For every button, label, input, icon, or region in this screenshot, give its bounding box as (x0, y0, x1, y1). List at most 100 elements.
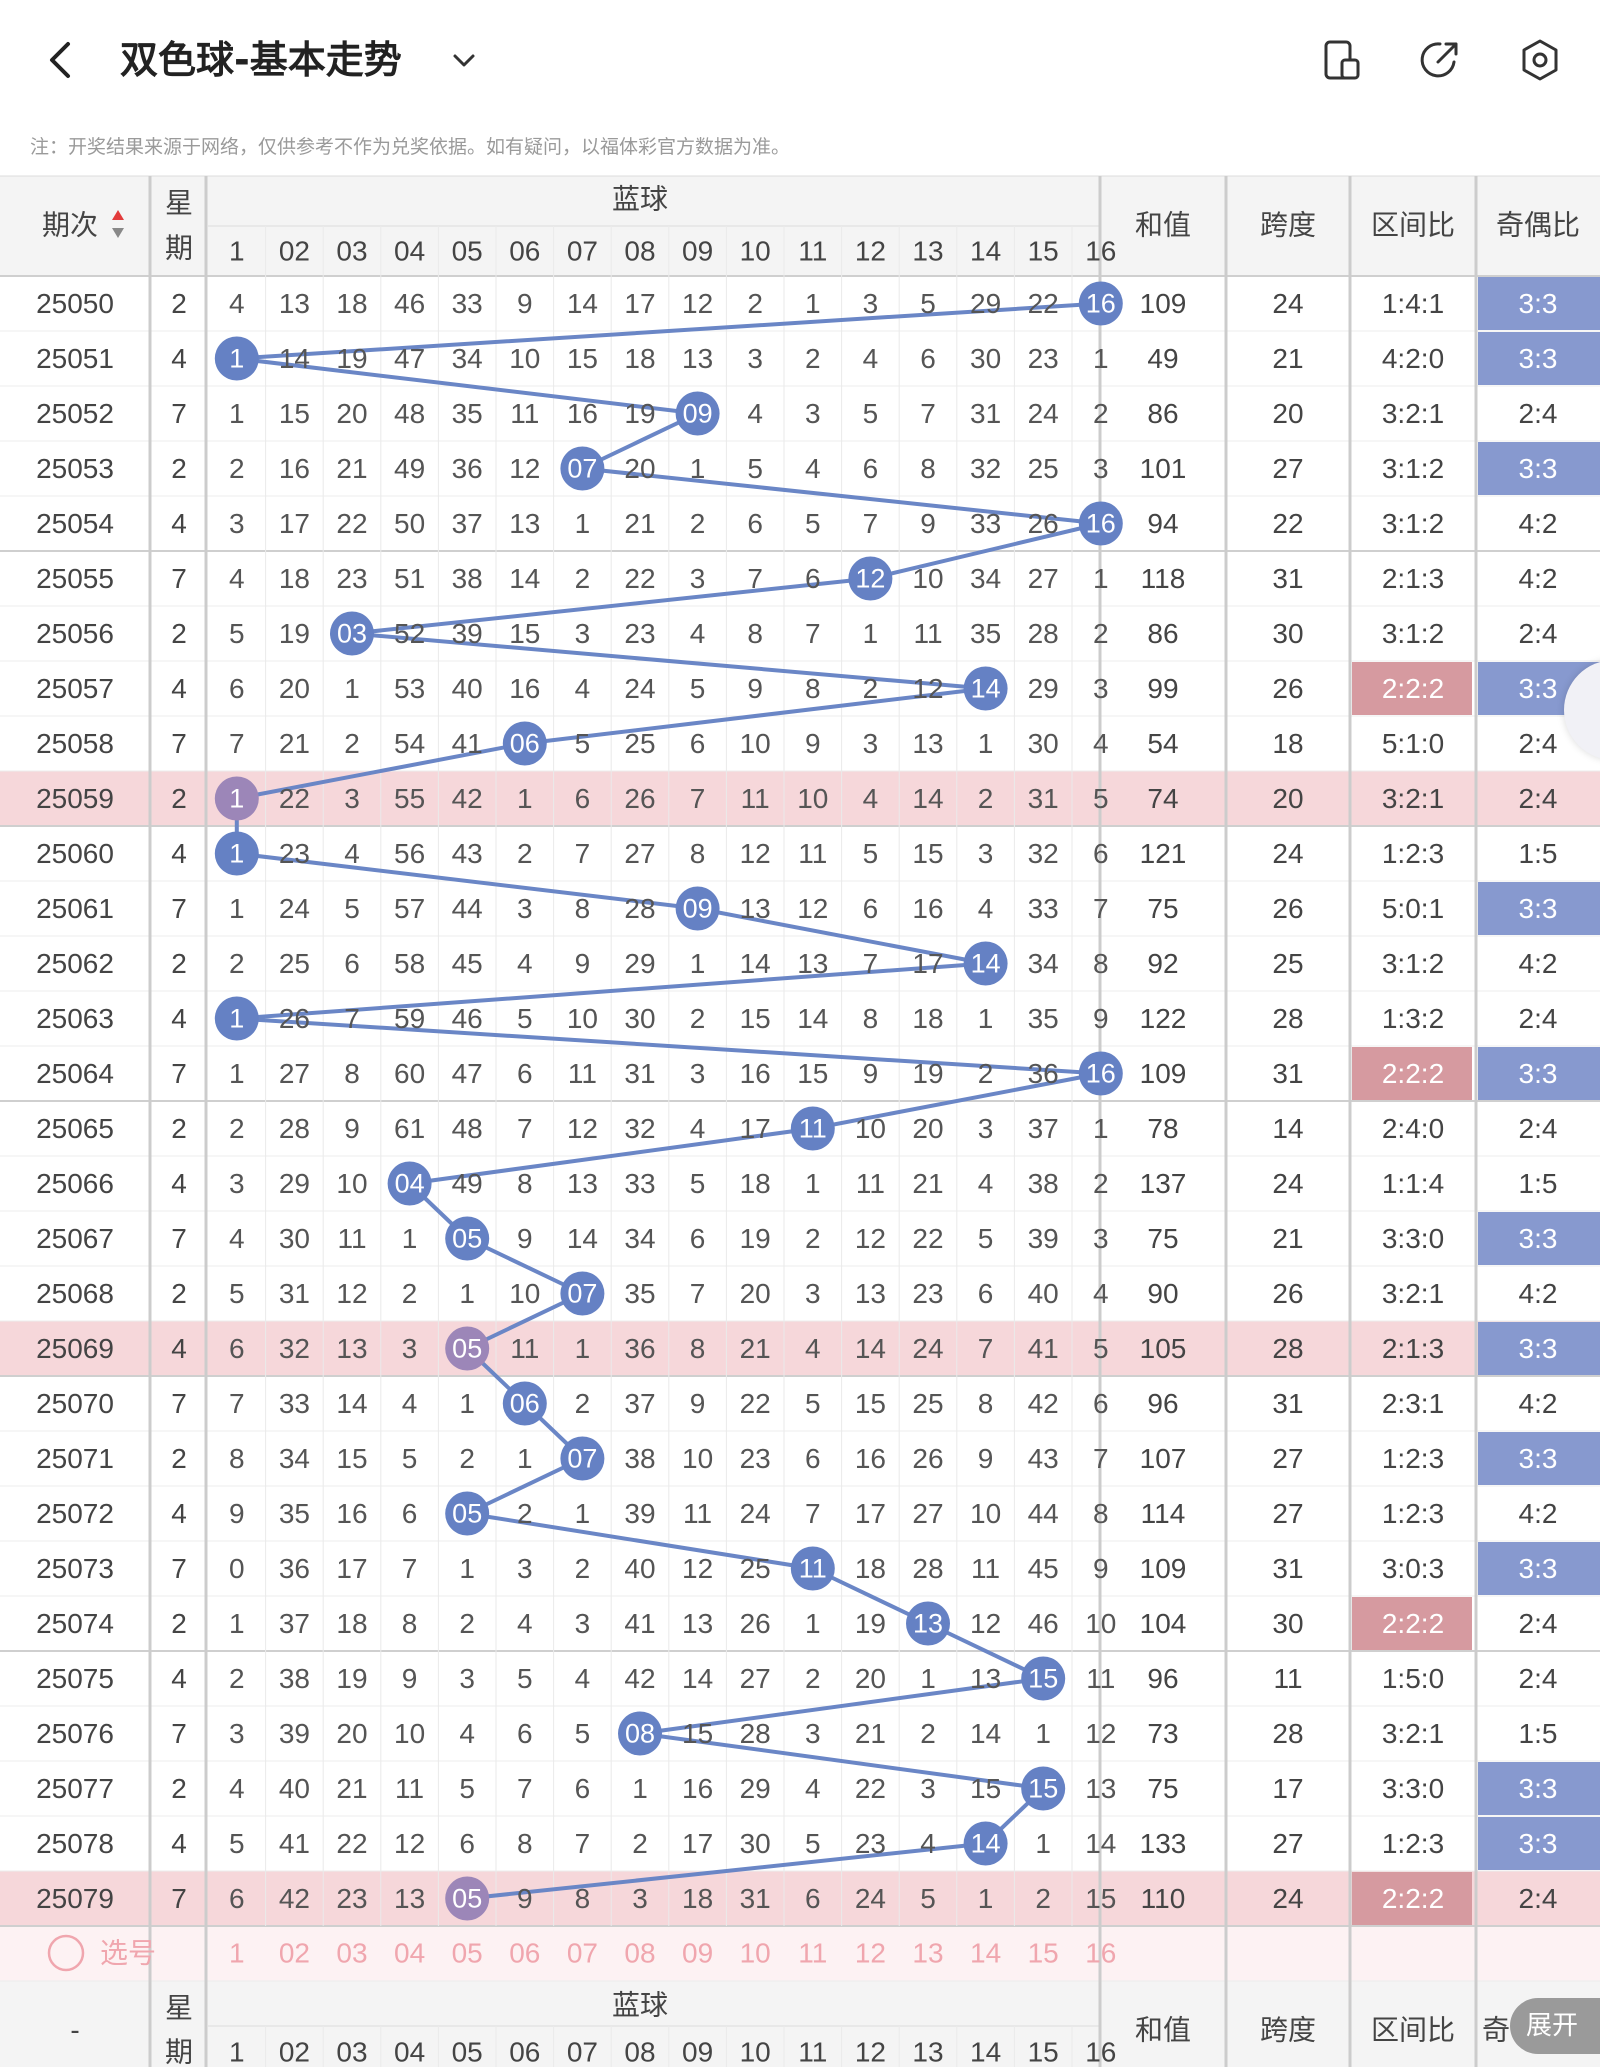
select-number[interactable]: 06 (509, 1938, 540, 1969)
omission-number: 12 (336, 1278, 367, 1309)
weekday: 4 (171, 508, 187, 539)
select-number[interactable]: 16 (1085, 1938, 1116, 1969)
blue-ball-number: 12 (855, 564, 885, 594)
app-header: 双色球-基本走势 (0, 0, 1600, 120)
omission-number: 7 (229, 1388, 245, 1419)
omission-number: 1 (805, 288, 821, 319)
omission-number: 6 (690, 1223, 706, 1254)
omission-number: 2 (344, 728, 360, 759)
omission-number: 34 (624, 1223, 655, 1254)
select-radio-icon[interactable] (47, 1934, 85, 1972)
omission-number: 36 (452, 453, 483, 484)
omission-number: 3 (978, 838, 994, 869)
select-number[interactable]: 09 (682, 1938, 713, 1969)
span-value: 26 (1272, 893, 1303, 924)
omission-number: 7 (863, 508, 879, 539)
omission-number: 7 (805, 618, 821, 649)
omission-number: 11 (741, 783, 770, 814)
bottom-header-blue-number: 15 (1028, 2037, 1059, 2067)
header-blue-number: 11 (798, 236, 827, 267)
zone-ratio-value: 1:3:2 (1382, 1003, 1444, 1034)
sum-value: 74 (1147, 783, 1178, 814)
omission-number: 13 (1085, 1773, 1116, 1804)
omission-number: 37 (279, 1608, 310, 1639)
omission-number: 3 (575, 618, 591, 649)
omission-number: 22 (336, 1828, 367, 1859)
chevron-down-icon[interactable] (450, 46, 478, 74)
issue-number: 25064 (36, 1058, 114, 1089)
omission-number: 31 (1028, 783, 1059, 814)
omission-number: 26 (1028, 508, 1059, 539)
omission-number: 40 (452, 673, 483, 704)
blue-ball-number: 05 (452, 1499, 482, 1529)
blue-ball-number: 15 (1028, 1664, 1058, 1694)
blue-ball-number: 03 (337, 619, 367, 649)
select-number[interactable]: 10 (740, 1938, 771, 1969)
omission-number: 10 (567, 1003, 598, 1034)
select-number[interactable]: 04 (394, 1938, 425, 1969)
omission-number: 11 (798, 838, 827, 869)
omission-number: 11 (913, 618, 942, 649)
span-value: 21 (1272, 343, 1303, 374)
omission-number: 17 (682, 1828, 713, 1859)
omission-number: 44 (452, 893, 483, 924)
omission-number: 1 (229, 398, 245, 429)
select-number[interactable]: 12 (855, 1938, 886, 1969)
settings-icon[interactable] (1518, 38, 1562, 82)
blue-ball (214, 996, 259, 1041)
omission-number: 36 (1028, 1058, 1059, 1089)
omission-number: 26 (740, 1608, 771, 1639)
omission-number: 9 (1093, 1553, 1109, 1584)
omission-number: 8 (517, 1828, 533, 1859)
select-number[interactable]: 11 (798, 1938, 827, 1969)
select-number[interactable]: 05 (452, 1938, 483, 1969)
omission-number: 37 (624, 1388, 655, 1419)
omission-number: 3 (632, 1883, 648, 1914)
omission-number: 34 (1028, 948, 1059, 979)
blue-ball-number: 13 (913, 1609, 943, 1639)
omission-number: 2 (229, 1113, 245, 1144)
device-layout-icon[interactable] (1320, 38, 1364, 82)
omission-number: 18 (336, 288, 367, 319)
omission-number: 15 (740, 1003, 771, 1034)
odd-even-highlight (1478, 1322, 1600, 1375)
bottom-header-blue-number: 06 (509, 2037, 540, 2067)
blue-ball (790, 1546, 835, 1591)
select-number[interactable]: 13 (912, 1938, 943, 1969)
omission-number: 23 (336, 1883, 367, 1914)
bottom-header-blue-number: 08 (624, 2037, 655, 2067)
blue-ball (214, 776, 259, 821)
omission-number: 5 (747, 453, 763, 484)
select-number[interactable]: 1 (229, 1938, 245, 1969)
blue-ball (214, 831, 259, 876)
omission-number: 7 (747, 563, 763, 594)
omission-number: 28 (279, 1113, 310, 1144)
sum-value: 78 (1147, 1113, 1178, 1144)
select-number[interactable]: 02 (279, 1938, 310, 1969)
omission-number: 15 (970, 1773, 1001, 1804)
select-number[interactable]: 03 (336, 1938, 367, 1969)
share-icon[interactable] (1418, 38, 1462, 82)
omission-number: 2 (459, 1443, 475, 1474)
odd-even-highlight (1478, 442, 1600, 495)
expand-button[interactable]: 展开 (1510, 1998, 1600, 2054)
odd-even-value: 3:3 (1519, 1223, 1558, 1254)
select-number[interactable]: 15 (1028, 1938, 1059, 1969)
select-number[interactable]: 14 (970, 1938, 1001, 1969)
omission-number: 13 (567, 1168, 598, 1199)
omission-number: 10 (682, 1443, 713, 1474)
omission-number: 46 (452, 1003, 483, 1034)
zone-ratio-value: 3:2:1 (1382, 1718, 1444, 1749)
blue-ball (560, 446, 605, 491)
omission-number: 33 (452, 288, 483, 319)
span-value: 24 (1272, 1883, 1303, 1914)
omission-number: 32 (1028, 838, 1059, 869)
issue-number: 25062 (36, 948, 114, 979)
omission-number: 5 (1093, 1333, 1109, 1364)
omission-number: 20 (336, 1718, 367, 1749)
omission-number: 25 (740, 1553, 771, 1584)
select-number[interactable]: 08 (624, 1938, 655, 1969)
omission-number: 12 (567, 1113, 598, 1144)
back-chevron-icon[interactable] (48, 40, 72, 80)
select-number[interactable]: 07 (567, 1938, 598, 1969)
